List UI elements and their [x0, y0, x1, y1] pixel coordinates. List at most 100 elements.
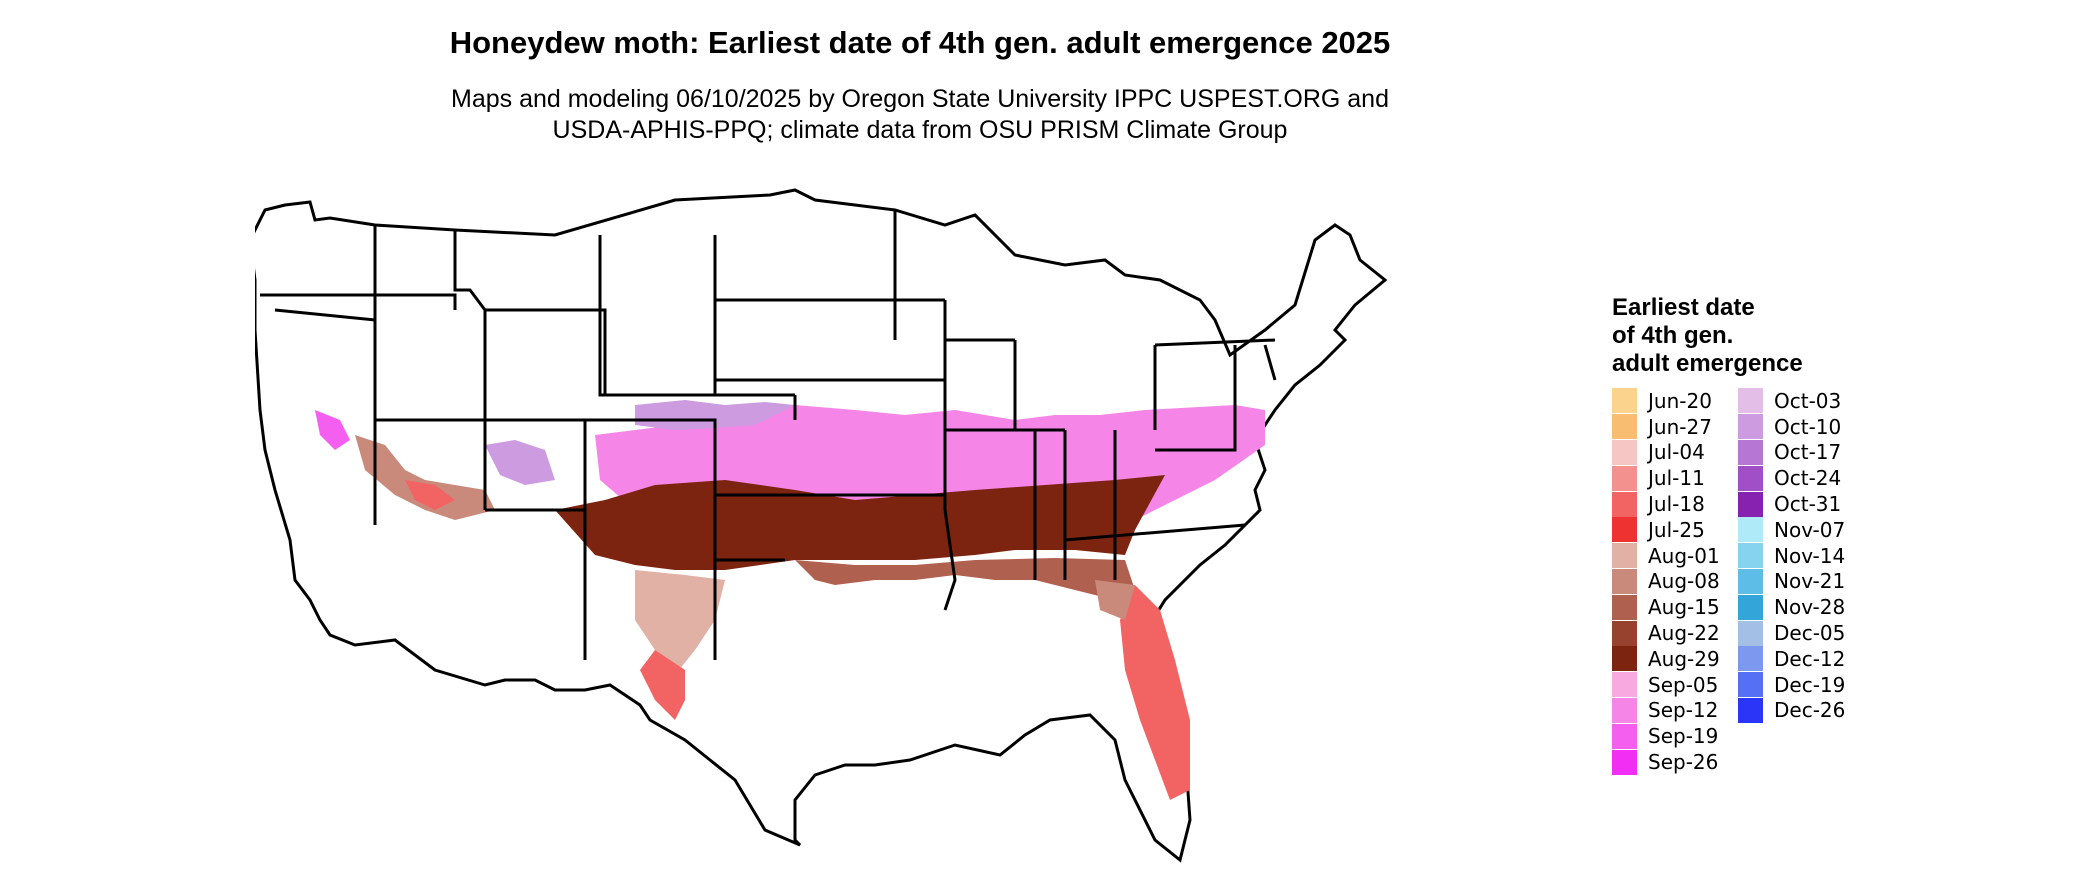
legend-item: Oct-31 — [1738, 491, 1845, 517]
legend-label: Jul-25 — [1648, 517, 1705, 542]
legend-swatch — [1612, 543, 1637, 569]
legend-swatch — [1738, 620, 1763, 646]
legend-label: Aug-08 — [1648, 569, 1720, 594]
legend-item: Jun-20 — [1612, 388, 1720, 414]
legend-swatch — [1738, 568, 1763, 594]
legend-label: Nov-14 — [1774, 543, 1846, 568]
legend-title-line-2: of 4th gen. — [1612, 322, 1734, 349]
band-aug-late — [555, 475, 1165, 570]
legend-item: Nov-14 — [1738, 543, 1845, 569]
legend-swatch — [1612, 749, 1637, 775]
legend-label: Aug-01 — [1648, 543, 1720, 568]
subtitle-line-1: Maps and modeling 06/10/2025 by Oregon S… — [451, 85, 1389, 113]
legend-item: Jul-04 — [1612, 439, 1720, 466]
subtitle-line-2: USDA-APHIS-PPQ; climate data from OSU PR… — [552, 116, 1288, 144]
legend-item: Dec-19 — [1738, 672, 1845, 698]
legend-item: Nov-28 — [1738, 594, 1845, 620]
legend-item: Jul-11 — [1612, 465, 1720, 491]
legend-item: Aug-15 — [1612, 594, 1720, 620]
legend-swatch — [1612, 414, 1637, 440]
legend-swatch — [1612, 465, 1637, 491]
legend-label: Aug-29 — [1648, 646, 1720, 671]
band-oct — [635, 400, 795, 430]
legend-item: Nov-07 — [1738, 517, 1845, 543]
legend-label: Nov-07 — [1774, 517, 1846, 542]
legend-swatch — [1738, 697, 1763, 723]
band-aug-mid — [795, 558, 1135, 600]
florida-north — [1095, 580, 1135, 620]
legend-item: Dec-26 — [1738, 697, 1846, 724]
legend-item: Aug-01 — [1612, 543, 1720, 569]
legend-item: Jun-27 — [1612, 414, 1720, 440]
legend-item: Nov-21 — [1738, 568, 1846, 595]
legend-label: Dec-05 — [1774, 621, 1846, 646]
legend-swatch — [1738, 388, 1763, 414]
legend-swatch — [1612, 594, 1637, 620]
legend-item: Oct-10 — [1738, 414, 1845, 440]
legend-title: Earliest date of 4th gen. adult emergenc… — [1612, 294, 1803, 378]
legend-item: Aug-29 — [1612, 646, 1720, 672]
texas-coast — [640, 650, 685, 720]
legend-label: Oct-03 — [1774, 388, 1842, 413]
legend-swatch — [1612, 672, 1637, 698]
legend-label: Jul-18 — [1648, 492, 1705, 517]
legend-label: Jun-20 — [1648, 388, 1712, 413]
legend-swatch — [1612, 388, 1637, 414]
legend-swatch — [1612, 568, 1637, 594]
west-pink — [315, 410, 350, 450]
legend-swatch — [1612, 439, 1637, 465]
west-sw-band — [355, 435, 495, 520]
legend-label: Sep-05 — [1648, 672, 1719, 697]
legend-swatch — [1738, 414, 1763, 440]
texas-south — [635, 570, 725, 675]
legend-swatch — [1738, 517, 1763, 543]
legend-label: Aug-15 — [1648, 595, 1720, 620]
legend-swatch — [1738, 672, 1763, 698]
legend-item: Oct-17 — [1738, 439, 1845, 466]
legend-swatch — [1612, 723, 1637, 749]
legend-label: Dec-19 — [1774, 672, 1846, 697]
legend-swatch — [1738, 465, 1763, 491]
legend-label: Sep-19 — [1648, 724, 1719, 749]
legend-swatch — [1738, 439, 1763, 465]
legend-label: Aug-22 — [1648, 621, 1720, 646]
legend-item: Sep-19 — [1612, 723, 1720, 749]
legend-swatch — [1738, 646, 1763, 672]
legend-swatch — [1612, 620, 1637, 646]
legend-label: Nov-21 — [1774, 569, 1846, 594]
legend-swatch — [1738, 491, 1763, 517]
map-title: Honeydew moth: Earliest date of 4th gen.… — [449, 25, 1391, 60]
legend-item: Jul-25 — [1612, 517, 1720, 543]
legend-item: Dec-05 — [1738, 620, 1845, 646]
arizona-hot — [405, 480, 455, 510]
legend-label: Nov-28 — [1774, 595, 1846, 620]
legend-column-1: Jun-20 Jun-27 Jul-04 Jul-11 Jul-18 Jul-25 Aug-… — [1612, 388, 1720, 775]
legend-label: Sep-12 — [1648, 698, 1719, 723]
legend-label: Dec-26 — [1774, 698, 1846, 723]
us-map — [255, 188, 1388, 863]
legend-item: Sep-26 — [1612, 749, 1720, 775]
legend-swatch — [1612, 517, 1637, 543]
west-pink-2 — [485, 440, 555, 485]
legend-label: Oct-31 — [1774, 492, 1842, 517]
legend-label: Oct-10 — [1774, 414, 1842, 439]
legend-label: Jul-04 — [1648, 440, 1705, 465]
legend-item: Oct-03 — [1738, 388, 1845, 414]
legend-label: Jun-27 — [1648, 414, 1712, 439]
map-subtitle: Maps and modeling 06/10/2025 by Oregon S… — [0, 84, 1840, 146]
legend-label: Sep-26 — [1648, 750, 1719, 775]
legend-swatch — [1612, 491, 1637, 517]
legend-column-2: Oct-03 Oct-10 Oct-17 Oct-24 Oct-31 Nov-07 Nov-… — [1738, 388, 1845, 723]
legend-item: Aug-08 — [1612, 568, 1720, 595]
legend-title-line-3: adult emergence — [1612, 350, 1803, 377]
legend-swatch — [1612, 646, 1637, 672]
legend-label: Jul-11 — [1648, 466, 1705, 491]
legend-item: Sep-12 — [1612, 697, 1720, 724]
legend-swatch — [1738, 543, 1763, 569]
legend-item: Jul-18 — [1612, 491, 1720, 517]
legend-title-line-1: Earliest date — [1612, 294, 1755, 321]
legend-item: Oct-24 — [1738, 465, 1845, 491]
legend-label: Oct-24 — [1774, 466, 1842, 491]
legend-item: Aug-22 — [1612, 620, 1720, 646]
legend-item: Sep-05 — [1612, 672, 1720, 698]
